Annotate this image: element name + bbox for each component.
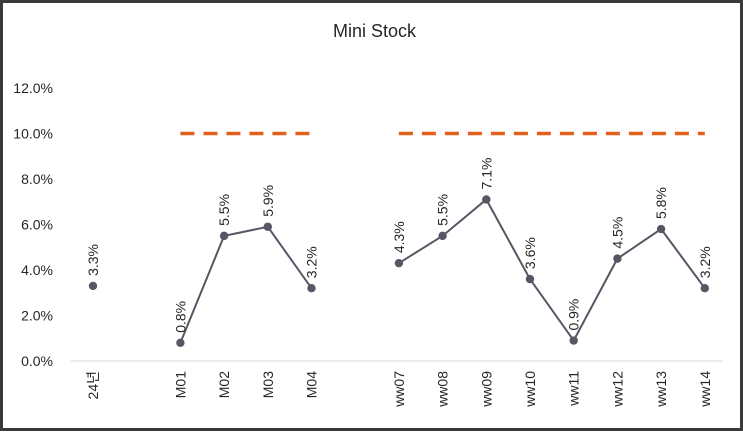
data-point (525, 274, 535, 284)
data-point (219, 231, 229, 241)
y-tick-label: 2.0% (21, 308, 53, 324)
x-tick-label: ww13 (653, 371, 669, 408)
y-tick-label: 4.0% (21, 262, 53, 278)
x-tick-label: ww09 (478, 371, 494, 408)
data-label: 3.2% (304, 246, 320, 278)
data-label: 4.3% (391, 221, 407, 253)
data-point (656, 224, 666, 234)
data-point (700, 284, 709, 293)
x-tick-label: ww07 (391, 371, 407, 408)
data-label: 7.1% (478, 158, 494, 190)
data-label: 5.8% (653, 187, 669, 219)
data-label: 0.8% (172, 301, 188, 333)
data-label: 3.2% (697, 246, 713, 278)
series-line (179, 225, 313, 344)
data-point (307, 284, 316, 293)
data-point (263, 222, 272, 231)
x-tick-label: ww08 (435, 371, 451, 408)
chart-plot: 0.0% 2.0% 4.0% 6.0% 8.0% 10.0% 12.0% 24년 M01 M02 M… (13, 80, 723, 408)
y-tick-label: 6.0% (21, 217, 53, 233)
y-tick-label: 0.0% (21, 353, 53, 369)
x-tick-label: 24년 (85, 371, 101, 399)
data-point (176, 338, 185, 347)
y-tick-label: 12.0% (13, 80, 53, 96)
data-point (394, 258, 404, 268)
data-point (569, 336, 578, 345)
data-label: 5.5% (216, 194, 232, 226)
x-tick-label: M03 (260, 371, 276, 398)
data-label: 3.3% (85, 244, 101, 276)
x-tick-label: M02 (216, 371, 232, 398)
data-point (88, 281, 98, 291)
chart-title: Mini Stock (332, 21, 417, 41)
x-tick-label: ww11 (566, 371, 582, 407)
x-tick-label: ww10 (522, 371, 538, 408)
x-tick-label: ww14 (697, 371, 713, 408)
data-point (438, 231, 447, 241)
data-label: 5.5% (435, 194, 451, 226)
x-tick-label: M04 (304, 371, 320, 398)
data-label: 0.9% (566, 299, 582, 331)
data-label: 5.9% (260, 185, 276, 217)
data-label: 4.5% (609, 217, 625, 249)
data-label: 3.6% (522, 237, 538, 269)
data-point (482, 195, 491, 204)
y-tick-label: 8.0% (21, 171, 53, 187)
x-tick-label: ww12 (609, 371, 625, 408)
y-tick-label: 10.0% (13, 126, 53, 142)
data-point (613, 254, 622, 263)
series-line (398, 197, 706, 343)
x-tick-label: M01 (172, 371, 188, 398)
